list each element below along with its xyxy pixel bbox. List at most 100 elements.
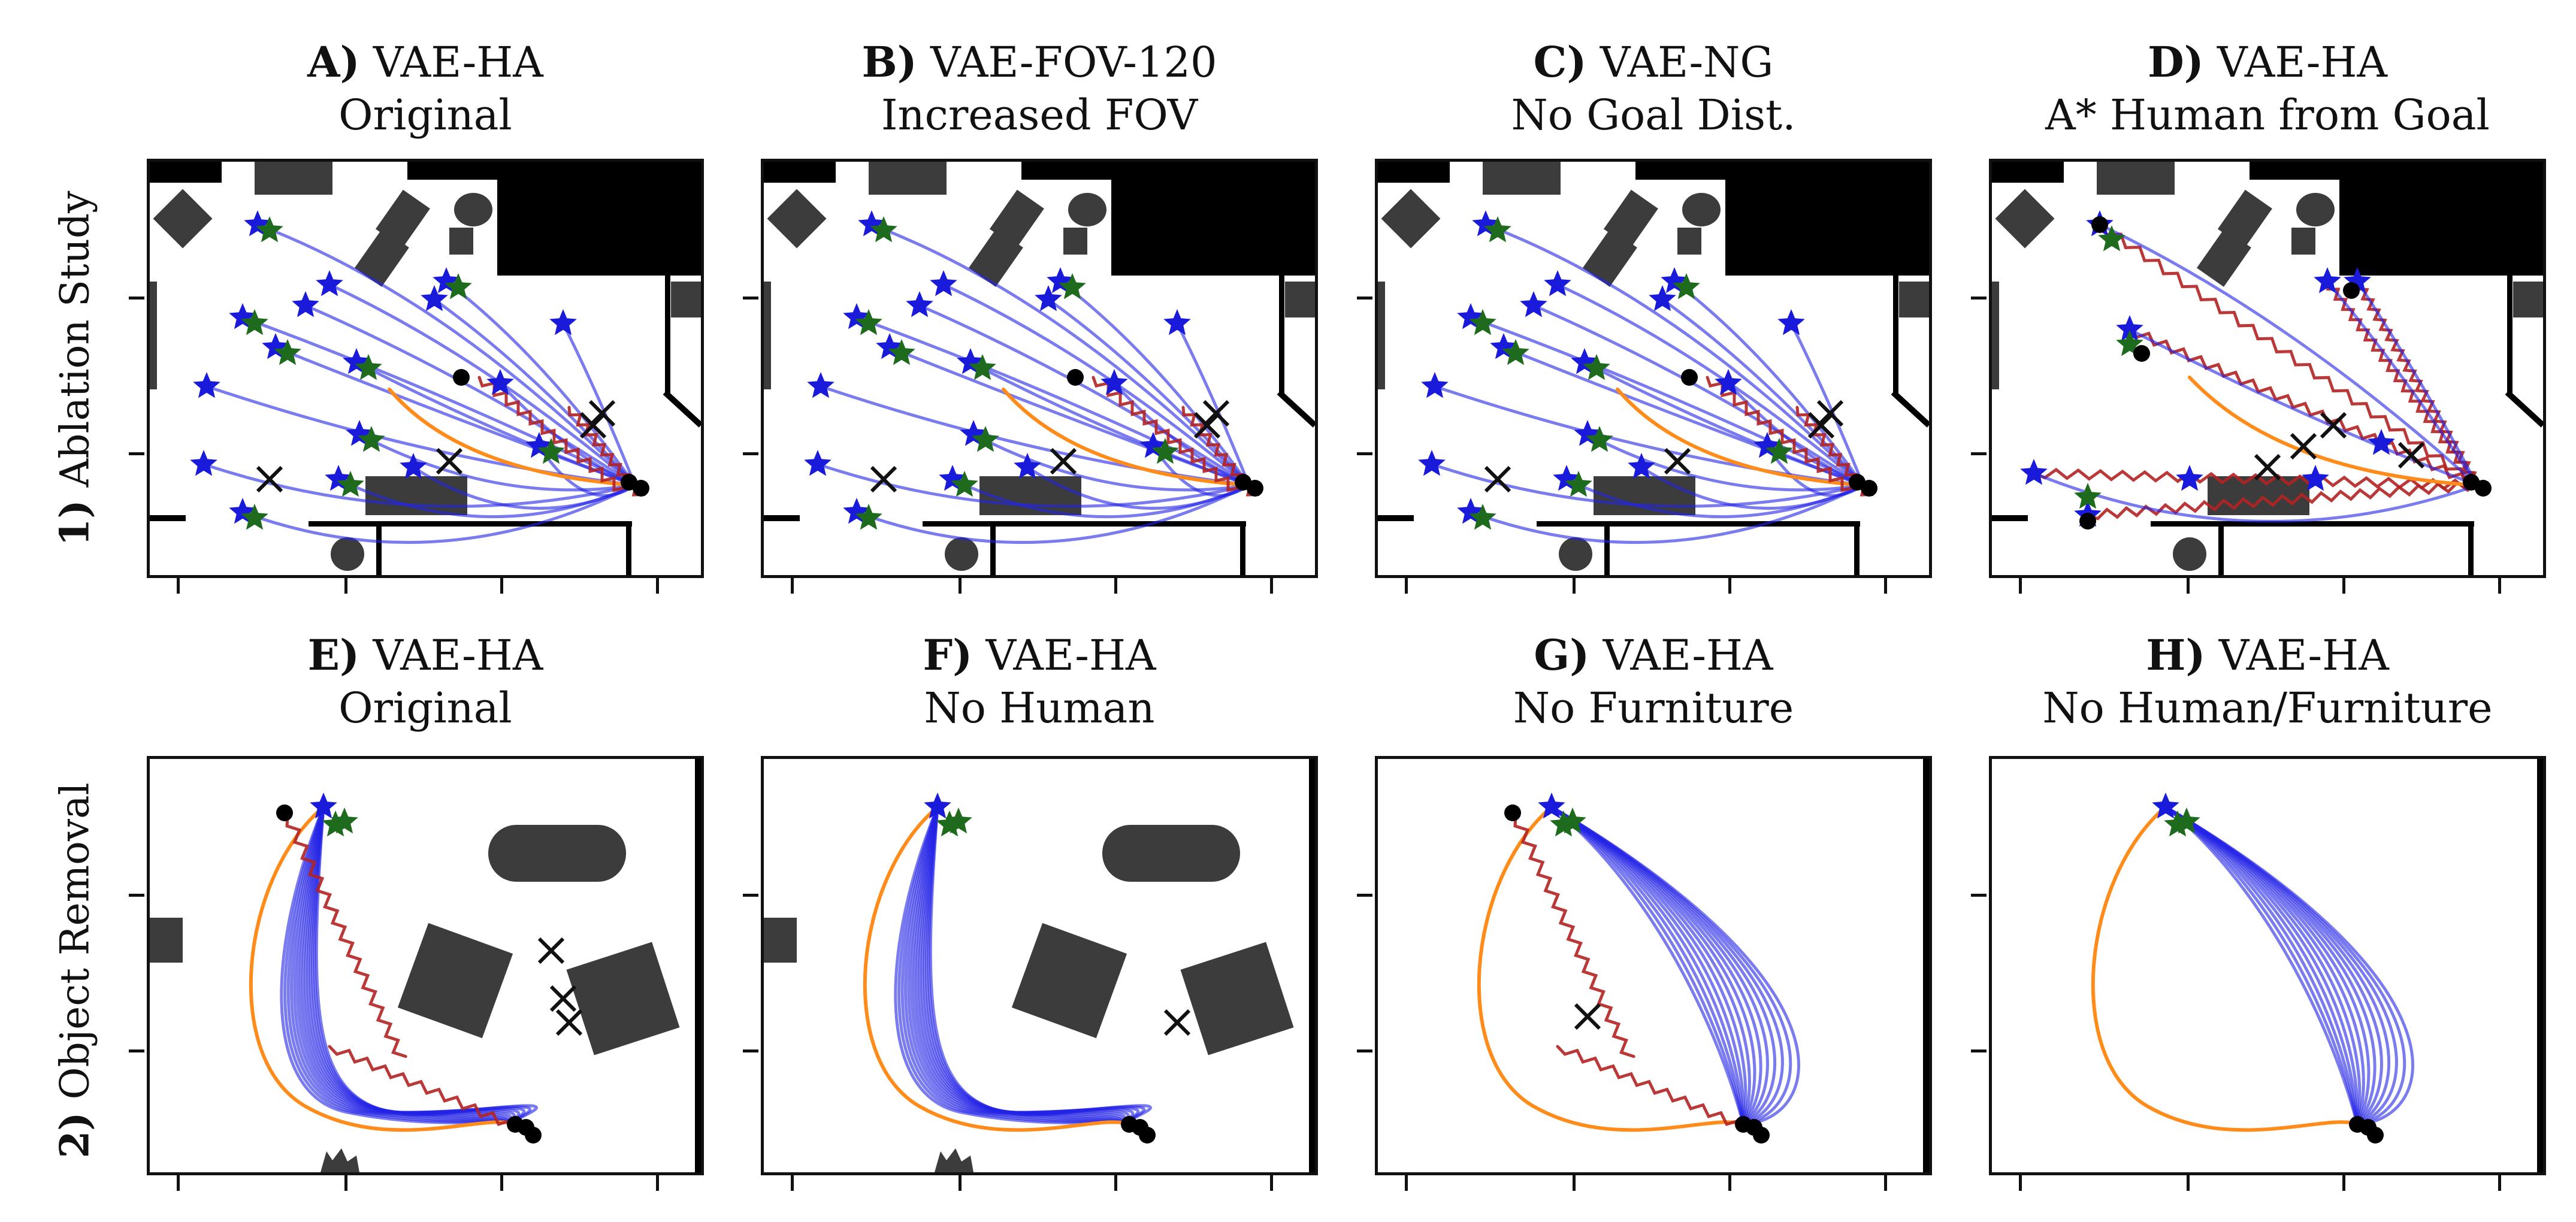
start-marker: [2152, 793, 2179, 819]
furniture: [1995, 189, 2055, 249]
panel-title: A) VAE-HA Original: [147, 36, 704, 141]
furniture: [1992, 282, 1999, 389]
wall: [764, 515, 800, 521]
panel-model: VAE-HA: [985, 631, 1156, 680]
panel-model: VAE-HA: [1603, 631, 1773, 680]
wall: [150, 515, 186, 521]
furniture: [1381, 189, 1441, 249]
furniture: [331, 537, 364, 571]
robot-path: [951, 477, 1251, 519]
robot-path: [358, 432, 637, 492]
x-axis-tick: [1114, 578, 1117, 594]
furniture: [1899, 282, 1929, 317]
collision-marker: [579, 412, 607, 439]
panel-title: B) VAE-FOV-120 Increased FOV: [761, 36, 1318, 141]
human-path: [328, 1045, 513, 1126]
furniture: [150, 282, 157, 389]
end-marker: [331, 807, 358, 834]
start-marker: [1544, 270, 1571, 297]
map-frame-c: [1375, 159, 1932, 578]
furniture: [1011, 922, 1127, 1039]
x-axis-tick: [2187, 1175, 2190, 1191]
panel-model: VAE-HA: [2217, 38, 2388, 87]
panel-f: F) VAE-HA No Human: [761, 629, 1318, 734]
row-label-object-removal: 2) Object Removal: [42, 761, 108, 1180]
furniture: [2173, 537, 2206, 571]
wall: [990, 521, 996, 575]
agent-dot: [525, 1127, 542, 1144]
robot-path: [855, 483, 1251, 544]
row-number: 2): [52, 1112, 98, 1159]
start-marker: [292, 291, 319, 317]
wall: [695, 759, 701, 1172]
wall: [1992, 515, 2028, 521]
wall: [1893, 276, 1898, 395]
robot-path: [2356, 280, 2479, 487]
furniture: [945, 537, 978, 571]
start-marker: [2176, 465, 2203, 491]
collision-marker: [2290, 432, 2317, 460]
map-canvas: [764, 162, 1315, 575]
wall: [2218, 521, 2224, 575]
row-text: Object Removal: [52, 782, 98, 1100]
collision-marker: [2397, 441, 2425, 469]
furniture: [488, 825, 626, 882]
human-path: [285, 814, 407, 1058]
collision-marker: [1202, 400, 1230, 427]
end-marker: [1059, 273, 1086, 300]
x-axis-tick: [959, 1175, 962, 1191]
robot-path: [561, 322, 637, 487]
panel-title: H) VAE-HA No Human/Furniture: [1989, 629, 2546, 734]
start-marker: [421, 285, 448, 311]
end-marker: [358, 426, 385, 452]
panel-letter: A): [307, 37, 360, 87]
agent-dot: [1681, 369, 1698, 386]
end-marker: [1583, 354, 1610, 380]
panel-e: E) VAE-HA Original: [147, 629, 704, 734]
wall: [150, 162, 222, 183]
human-path: [1556, 1045, 1741, 1126]
agent-dot: [453, 369, 470, 386]
x-axis-tick: [2342, 1175, 2345, 1191]
end-marker: [1469, 309, 1496, 335]
panel-letter: F): [923, 630, 973, 680]
panel-model: VAE-HA: [2218, 631, 2389, 680]
x-axis-tick: [344, 578, 347, 594]
wall: [665, 276, 670, 395]
end-marker: [1559, 807, 1586, 834]
x-axis-tick: [500, 578, 503, 594]
panel-subtitle: A* Human from Goal: [2045, 90, 2490, 140]
panel-letter: E): [307, 630, 360, 680]
reference-path: [1002, 388, 1251, 487]
start-marker: [1628, 453, 1655, 479]
map-canvas: [150, 759, 701, 1172]
start-marker: [807, 372, 835, 398]
agent-dot: [1247, 480, 1263, 497]
robot-path: [1556, 283, 1865, 487]
x-axis-tick: [2498, 578, 2501, 594]
collision-marker: [1050, 447, 1077, 475]
wall: [764, 162, 836, 183]
end-marker: [969, 354, 996, 380]
start-marker: [930, 270, 957, 297]
furniture: [989, 189, 1044, 248]
end-marker: [1502, 339, 1529, 365]
robot-path: [304, 304, 637, 487]
collision-marker: [436, 447, 463, 475]
panel-subtitle: Increased FOV: [881, 90, 1198, 140]
x-axis-tick: [656, 1175, 659, 1191]
end-marker: [337, 471, 364, 497]
row-label-ablation: 1) Ablation Study: [42, 159, 108, 578]
furniture: [1559, 537, 1592, 571]
agent-dot: [2133, 345, 2150, 362]
furniture: [1677, 228, 1701, 255]
x-axis-tick: [1573, 578, 1576, 594]
robot-path: [1469, 483, 1865, 544]
panel-h: H) VAE-HA No Human/Furniture: [1989, 629, 2546, 734]
robot-path: [910, 805, 1131, 1126]
start-marker: [924, 793, 951, 819]
human-figure: [321, 1148, 359, 1172]
human-path: [1513, 814, 1635, 1058]
wall: [923, 521, 1246, 527]
robot-path: [1550, 805, 1756, 1126]
